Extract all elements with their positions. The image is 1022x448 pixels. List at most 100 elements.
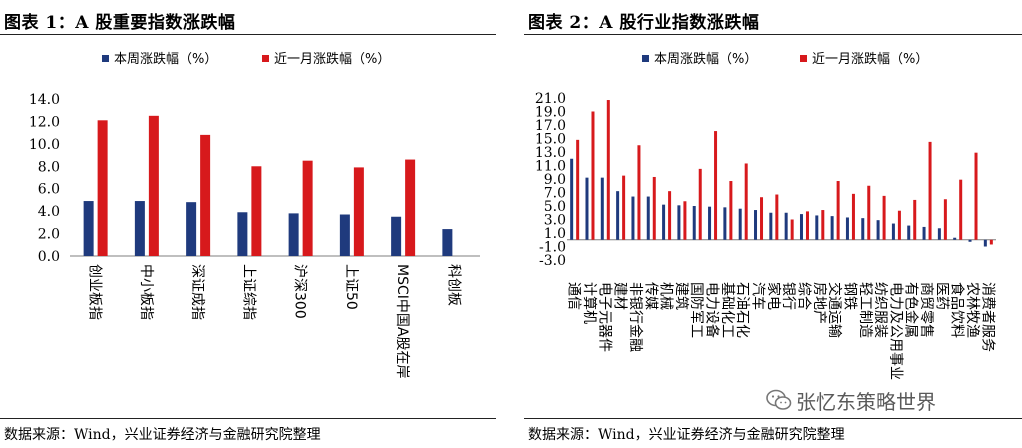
c1-bar-month [148, 115, 159, 256]
c1-bar-month [353, 167, 364, 256]
c2-bar-month [928, 141, 932, 240]
c1-category-label: 中小板指 [138, 264, 154, 320]
c2-category-label: 建材 [612, 282, 628, 310]
c2-category-label: 消费者服务 [979, 282, 995, 352]
c2-bar-week [646, 196, 650, 240]
c2-legend-swatch-1 [642, 55, 649, 62]
c2-bar-week [922, 226, 926, 240]
c1-ytick-label: 14.0 [29, 92, 60, 108]
c2-legend-label-1: 本周涨跌幅（%） [654, 51, 757, 67]
c2-category-label: 农林牧渔 [964, 282, 980, 338]
c2-ytick-label: 21.0 [535, 91, 566, 107]
c2-category-label: 非银行金融 [627, 282, 643, 352]
figure-2-bottom-rule [524, 418, 1022, 419]
c2-bar-month [821, 210, 825, 240]
c2-bar-month [867, 185, 871, 240]
c2-bar-month [698, 168, 702, 240]
c2-category-label: 钢铁 [841, 282, 857, 310]
c2-bar-week [616, 191, 620, 240]
c2-bar-month [637, 145, 641, 240]
c2-ytick-label: -1.0 [539, 240, 566, 256]
c2-ytick-label: 11.0 [535, 159, 566, 175]
c2-bar-month [576, 139, 580, 240]
c2-bar-week [738, 208, 742, 240]
c2-bar-month [591, 111, 595, 240]
c2-bar-month [729, 181, 733, 240]
c2-bar-month [622, 175, 626, 240]
c2-category-label: 通信 [566, 282, 582, 310]
c2-bar-month [744, 163, 748, 240]
c1-bar-week [391, 216, 402, 256]
c2-bar-week [830, 216, 834, 240]
figure-2-top-rule [524, 34, 1022, 35]
c2-category-label: 家电 [765, 282, 782, 310]
c2-bar-week [937, 228, 941, 240]
c2-bar-week [891, 223, 895, 240]
c1-bar-month [302, 160, 313, 256]
figure-2: 图表 2：A 股行业指数涨跌幅 本周涨跌幅（%） 近一月涨跌幅（%） -3.0 -1.… [524, 0, 1022, 448]
c1-category-label: 上证50 [343, 264, 359, 310]
c2-bar-week [799, 214, 803, 240]
c1-bar-week [134, 201, 145, 256]
c2-category-label: 国防军工 [688, 282, 704, 338]
c2-bar-week [692, 206, 696, 240]
c2-bar-month [943, 199, 947, 240]
c2-category-label: 食品饮料 [949, 282, 966, 338]
c2-category-label: 有色金属 [903, 282, 920, 338]
c2-bar-week [968, 239, 972, 242]
wechat-icon [766, 389, 792, 410]
c2-bar-week [708, 206, 712, 240]
c2-ytick-label: 15.0 [535, 132, 566, 148]
c2-bar-week [907, 225, 911, 240]
c1-bar-week [237, 212, 248, 256]
c2-category-label: 计算机 [581, 282, 597, 324]
watermark-text: 张忆东策略世界 [796, 390, 936, 414]
figure-1: 图表 1：A 股重要指数涨跌幅 本周涨跌幅（%） 近一月涨跌幅（%） 0.0 2.0 4… [0, 0, 496, 448]
c2-category-label: 纺织服装 [872, 282, 888, 338]
c1-ytick-label: 2.0 [38, 227, 60, 243]
c2-bar-week [600, 177, 604, 240]
c2-bar-month [974, 152, 978, 240]
index-change-chart: 本周涨跌幅（%） 近一月涨跌幅（%） 0.0 2.0 4.0 6.0 8.0 10.0 12.0… [29, 51, 480, 378]
c2-ytick-label: 1.0 [544, 226, 566, 242]
c2-ytick-label: 19.0 [535, 105, 566, 121]
c2-bar-month [606, 100, 610, 240]
c1-category-label: 创业板指 [87, 264, 103, 320]
industry-change-chart: 本周涨跌幅（%） 近一月涨跌幅（%） -3.0-1.01.03.05.07.09.0… [535, 51, 996, 380]
c2-bar-month [775, 194, 779, 240]
c1-category-label: 沪深300 [292, 264, 308, 319]
c2-ytick-label: 9.0 [544, 172, 566, 188]
c2-category-label: 石油石化 [734, 282, 750, 338]
c1-legend-label-1: 本周涨跌幅（%） [114, 51, 217, 67]
figure-1-top-rule [0, 34, 496, 35]
c2-bar-month [714, 131, 718, 240]
c1-bar-week [186, 202, 197, 256]
c2-bar-week [570, 158, 574, 240]
c1-bar-month [200, 134, 211, 256]
c2-ytick-label: 7.0 [544, 186, 566, 202]
figure-1-source: 数据来源：Wind，兴业证券经济与金融研究院整理 [4, 427, 321, 443]
c2-bar-week [662, 204, 666, 240]
c2-bar-month [760, 197, 764, 240]
c2-ytick-label: -3.0 [539, 253, 566, 269]
c1-category-label: 深证成指 [189, 264, 205, 320]
c2-category-label: 传媒 [642, 282, 658, 310]
figure-1-bottom-rule [0, 418, 496, 419]
c2-bar-month [805, 211, 809, 240]
c2-category-label: 交通运输 [826, 282, 843, 338]
c1-ytick-label: 10.0 [29, 137, 60, 153]
c2-bar-month [652, 176, 656, 240]
c2-category-label: 银行 [780, 282, 796, 310]
c1-legend-label-2: 近一月涨跌幅（%） [274, 51, 390, 67]
c2-category-label: 建筑 [673, 282, 689, 310]
c2-bar-week [585, 177, 589, 240]
c2-bar-week [723, 207, 727, 240]
c1-legend-swatch-1 [102, 55, 109, 62]
c2-bar-month [913, 199, 917, 240]
c1-bar-week [83, 201, 94, 256]
c2-category-label: 基础化工 [719, 282, 736, 338]
c1-bar-month [251, 166, 262, 256]
c1-category-label: 科创板 [445, 264, 461, 306]
figure-2-source: 数据来源：Wind，兴业证券经济与金融研究院整理 [528, 427, 845, 443]
c1-ytick-label: 0.0 [38, 249, 60, 265]
